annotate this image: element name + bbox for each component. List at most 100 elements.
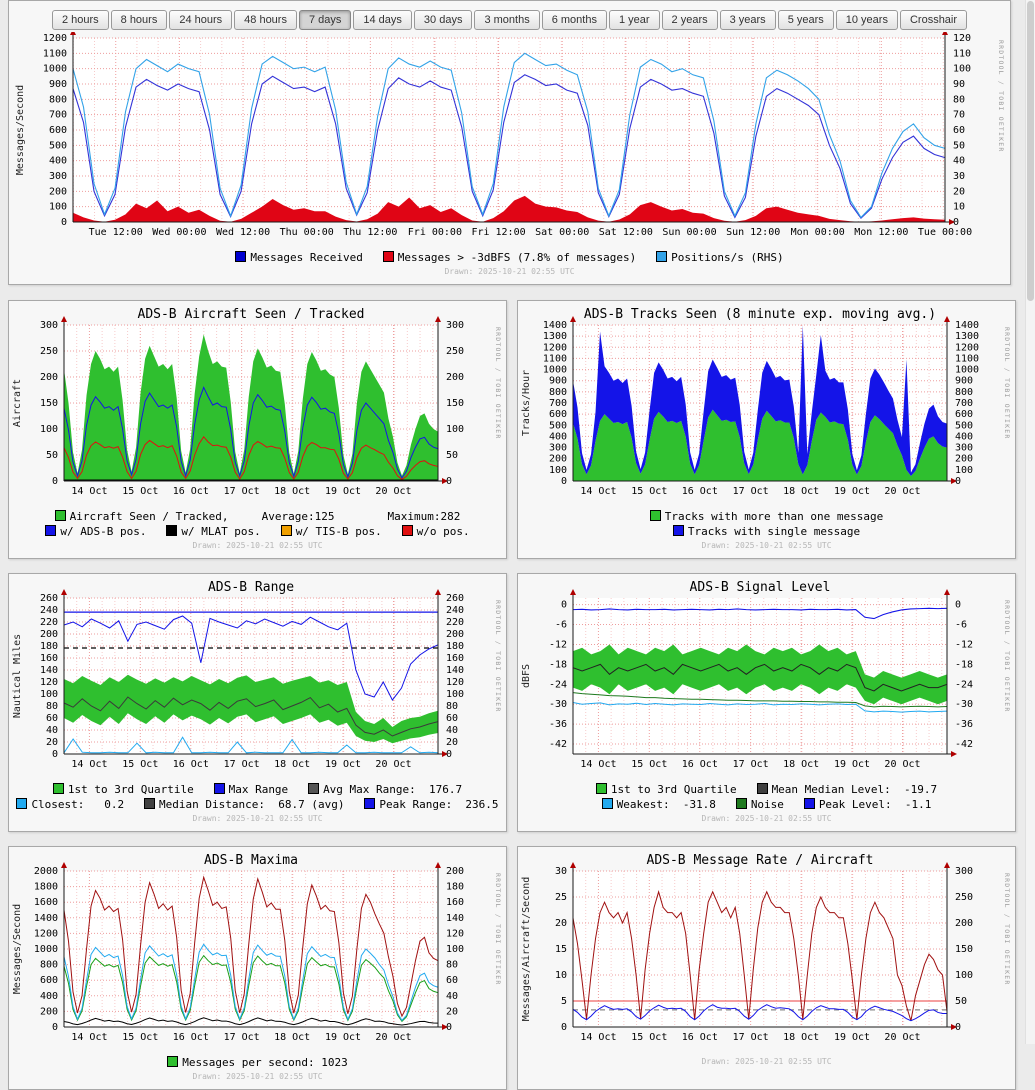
time-range-button-10-years[interactable]: 10 years — [835, 10, 898, 30]
svg-text:160: 160 — [40, 653, 58, 664]
svg-text:40: 40 — [446, 991, 458, 1002]
svg-text:Mon 12:00: Mon 12:00 — [854, 227, 908, 238]
time-range-button-14-days[interactable]: 14 days — [353, 10, 412, 30]
time-range-button-crosshair[interactable]: Crosshair — [899, 10, 968, 30]
time-range-button-24-hours[interactable]: 24 hours — [169, 10, 233, 30]
svg-text:14 Oct: 14 Oct — [580, 1032, 616, 1043]
svg-text:18 Oct: 18 Oct — [783, 486, 819, 497]
graph-message-rate-per-aircraft[interactable]: 0 5 10 15 20 25 30 0 50 100 150 200 250 300 14 Oct 15 O… — [518, 851, 1015, 1066]
svg-text:20: 20 — [46, 737, 58, 748]
svg-text:Wed 00:00: Wed 00:00 — [152, 227, 206, 238]
svg-text:1200: 1200 — [34, 928, 58, 939]
time-range-button-5-years[interactable]: 5 years — [777, 10, 834, 30]
svg-text:300: 300 — [40, 320, 58, 331]
tracks-seen-legend-row: Tracks with single message — [518, 524, 1015, 539]
panel-maxima: 0 200 400 600 800 1000 1200 1400 1600 1800 2000 0 20… — [8, 846, 507, 1090]
rrdtool-watermark: RRDTOOL / TOBI OETIKER — [997, 40, 1005, 153]
time-range-button-2-hours[interactable]: 2 hours — [51, 10, 109, 30]
svg-text:17 Oct: 17 Oct — [733, 759, 769, 770]
panel-messages-rate: 2 hours 8 hours 24 hours 48 hours 7 days 14 d… — [8, 0, 1011, 285]
svg-text:600: 600 — [549, 409, 567, 420]
svg-text:0: 0 — [561, 600, 567, 611]
graph-aircraft-seen[interactable]: 0 50 100 150 200 250 300 0 50 100 150 200 250 300 14 O… — [9, 305, 506, 550]
svg-text:700: 700 — [955, 398, 973, 409]
graph-signal-level[interactable]: 0 -6 -12 -18 -24 -30 -36 -42 0 -6 -12 -18 -24 -30 -36 -… — [518, 578, 1015, 823]
aircraft-seen-legend-row: w/ ADS-B pos. w/ MLAT pos. w/ TIS-B pos.… — [9, 524, 506, 539]
tracks-seen-title: ADS-B Tracks Seen (8 minute exp. moving … — [584, 307, 936, 322]
legend-swatch-icon — [756, 783, 768, 794]
svg-text:200: 200 — [40, 629, 58, 640]
svg-text:-30: -30 — [549, 699, 567, 710]
svg-text:Sat 00:00: Sat 00:00 — [535, 227, 589, 238]
time-range-button-30-days[interactable]: 30 days — [413, 10, 473, 30]
svg-text:10: 10 — [953, 202, 965, 213]
time-range-button-7-days[interactable]: 7 days — [298, 10, 352, 30]
messages-per-second-drawn-stamp: Drawn: 2025-10-21 02:55 UTC — [444, 267, 575, 276]
svg-text:0: 0 — [52, 1022, 58, 1033]
legend-swatch-icon — [595, 783, 607, 794]
svg-text:100: 100 — [446, 689, 464, 700]
svg-text:250: 250 — [40, 346, 58, 357]
time-range-button-1-year[interactable]: 1 year — [608, 10, 660, 30]
legend-swatch-icon — [401, 525, 413, 536]
messages-per-second-ylabel: Messages/Second — [15, 85, 26, 175]
svg-text:15 Oct: 15 Oct — [122, 1032, 158, 1043]
svg-text:Fri 12:00: Fri 12:00 — [471, 227, 525, 238]
maxima-title: ADS-B Maxima — [204, 853, 298, 868]
svg-text:40: 40 — [46, 725, 58, 736]
time-range-button-3-months[interactable]: 3 months — [474, 10, 540, 30]
svg-text:1000: 1000 — [34, 944, 58, 955]
graph-range[interactable]: 0 20 40 60 80 100 120 140 160 180 200 220 240 260 0 20 4… — [9, 578, 506, 823]
svg-text:30: 30 — [953, 171, 965, 182]
svg-text:20: 20 — [446, 1006, 458, 1017]
graph-tracks-seen[interactable]: 0 100 200 300 400 500 600 700 800 900 1000 1100 1200… — [518, 305, 1015, 550]
svg-text:18 Oct: 18 Oct — [274, 486, 310, 497]
legend-swatch-icon — [672, 525, 684, 536]
time-range-button-48-hours[interactable]: 48 hours — [234, 10, 297, 30]
svg-text:-24: -24 — [955, 679, 973, 690]
svg-text:600: 600 — [955, 409, 973, 420]
svg-text:250: 250 — [955, 892, 973, 903]
rrdtool-watermark: RRDTOOL / TOBI OETIKER — [494, 873, 502, 986]
svg-text:Thu 12:00: Thu 12:00 — [343, 227, 397, 238]
svg-text:220: 220 — [446, 617, 464, 628]
svg-text:17 Oct: 17 Oct — [733, 486, 769, 497]
legend-swatch-icon — [52, 783, 64, 794]
charts-grid: 0 50 100 150 200 250 300 0 50 100 150 200 250 300 14 O… — [8, 300, 1035, 1090]
legend-swatch-icon — [656, 251, 668, 262]
signal-level-title: ADS-B Signal Level — [690, 580, 831, 595]
rrdtool-watermark: RRDTOOL / TOBI OETIKER — [494, 327, 502, 440]
tracks-seen-svg: 0100200300400500600700800900100011001200… — [521, 307, 1011, 497]
scrollbar-thumb[interactable] — [1027, 1, 1034, 301]
svg-text:1800: 1800 — [34, 882, 58, 893]
svg-text:300: 300 — [49, 171, 67, 182]
time-range-button-6-months[interactable]: 6 months — [541, 10, 607, 30]
panel-tracks-seen: 0 100 200 300 400 500 600 700 800 900 1000 1100 1200… — [517, 300, 1016, 559]
svg-text:16 Oct: 16 Oct — [173, 1032, 209, 1043]
svg-text:900: 900 — [549, 376, 567, 387]
svg-text:-12: -12 — [955, 639, 973, 650]
message-rate-per-aircraft-ylabel: Messages/Aircraft/Second — [521, 877, 532, 1022]
svg-text:0: 0 — [953, 217, 959, 228]
svg-text:0: 0 — [446, 476, 452, 487]
svg-text:1400: 1400 — [543, 320, 567, 331]
svg-text:Wed 12:00: Wed 12:00 — [216, 227, 270, 238]
graph-maxima[interactable]: 0 200 400 600 800 1000 1200 1400 1600 1800 2000 0 20… — [9, 851, 506, 1081]
svg-text:150: 150 — [446, 398, 464, 409]
tracks-seen-drawn-stamp: Drawn: 2025-10-21 02:55 UTC — [701, 541, 832, 550]
legend-swatch-icon — [382, 251, 394, 262]
svg-text:-30: -30 — [955, 699, 973, 710]
svg-text:500: 500 — [955, 420, 973, 431]
legend-swatch-icon — [235, 251, 247, 262]
svg-text:110: 110 — [953, 48, 971, 59]
message-rate-per-aircraft-drawn-stamp: Drawn: 2025-10-21 02:55 UTC — [701, 1057, 832, 1066]
svg-text:240: 240 — [40, 605, 58, 616]
graph-messages-per-second[interactable]: 0 100 200 300 400 500 600 700 800 900 1000 1100 1200… — [9, 32, 1010, 276]
time-range-button-3-years[interactable]: 3 years — [719, 10, 776, 30]
svg-text:20 Oct: 20 Oct — [375, 1032, 411, 1043]
page-scrollbar[interactable] — [1025, 0, 1035, 1044]
time-range-button-2-years[interactable]: 2 years — [661, 10, 718, 30]
svg-text:1400: 1400 — [34, 913, 58, 924]
time-range-button-8-hours[interactable]: 8 hours — [110, 10, 168, 30]
svg-text:200: 200 — [955, 454, 973, 465]
